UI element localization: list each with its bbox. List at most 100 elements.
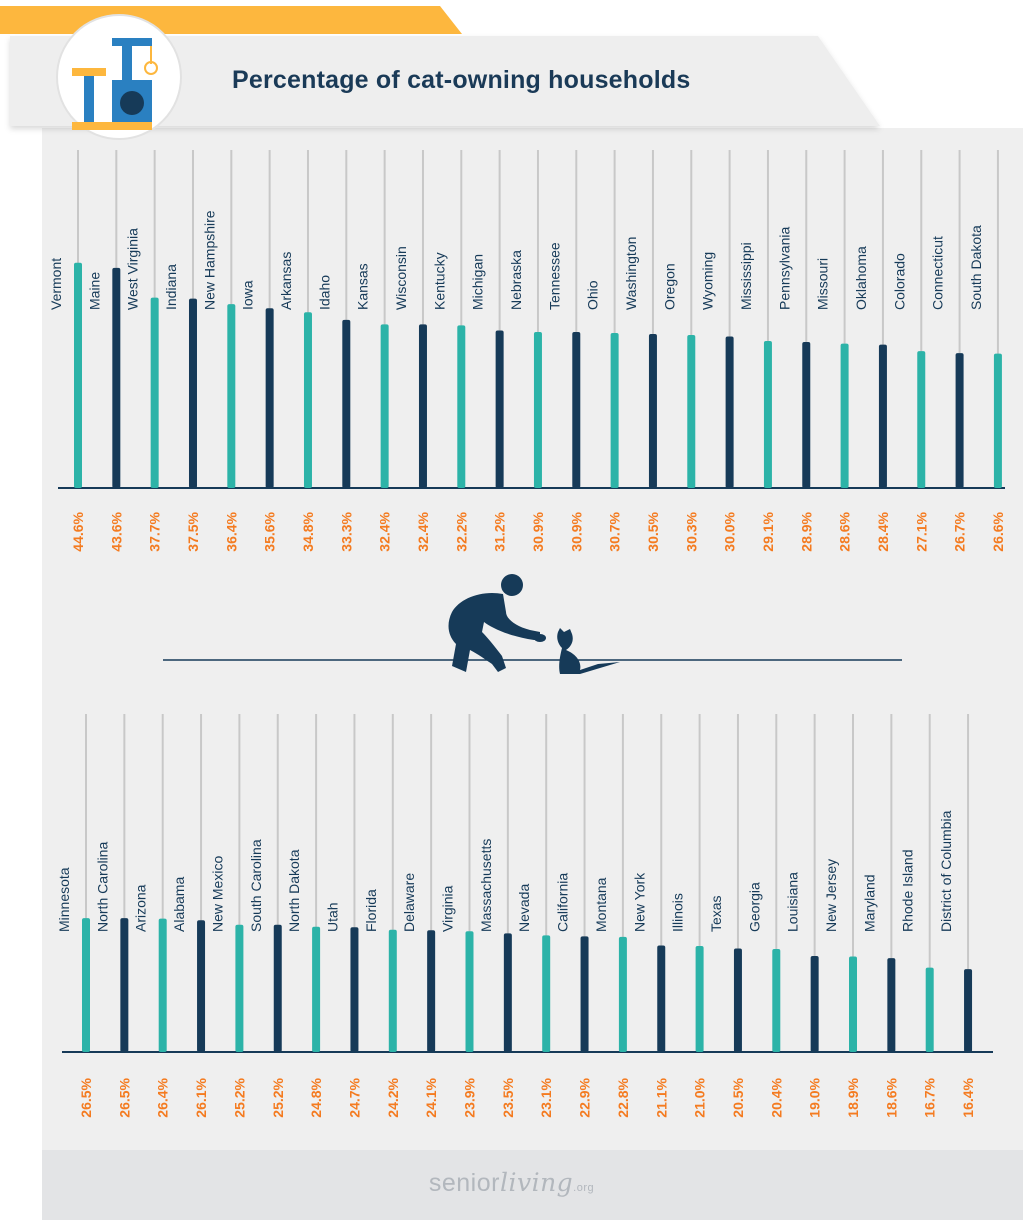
category-label: Texas [708,895,724,932]
bar [350,927,359,1052]
value-label: 25.2% [231,1077,247,1117]
bar [503,933,512,1052]
category-label: Florida [363,889,379,932]
value-label: 22.9% [577,1077,593,1117]
bar [418,324,427,488]
value-label: 23.9% [462,1077,478,1117]
category-label: South Dakota [968,225,984,310]
category-label: Wisconsin [393,246,409,310]
category-label: Montana [593,877,609,932]
category-label: Michigan [470,254,486,310]
value-label: 26.6% [990,511,1006,551]
category-label: Arkansas [278,252,294,310]
bar [648,333,657,488]
value-label: 30.5% [645,511,661,551]
category-label: Delaware [401,873,417,932]
category-label: Missouri [815,258,831,310]
bar [427,930,436,1052]
bar [849,956,857,1052]
page-title: Percentage of cat-owning households [232,66,691,94]
category-label: Mississippi [738,242,754,310]
bar [925,967,934,1052]
bar [312,926,321,1052]
value-label: 43.6% [108,511,124,551]
value-label: 37.5% [185,511,201,551]
category-label: New Hampshire [201,210,217,310]
value-label: 36.4% [223,511,239,551]
category-label: Pennsylvania [776,227,792,310]
bar [82,918,90,1052]
value-label: 28.4% [875,511,891,551]
category-label: Oregon [661,263,677,310]
category-label: Minnesota [56,867,72,932]
bar [772,948,781,1052]
category-label: Alabama [171,877,187,932]
bar [457,325,466,488]
bar [112,267,121,488]
value-label: 19.0% [807,1077,823,1117]
value-label: 30.9% [530,511,546,551]
bar [802,342,811,488]
footer-bar [42,1150,1023,1220]
bar [733,948,742,1052]
category-label: California [555,873,571,932]
value-label: 26.5% [116,1077,132,1117]
category-label: New York [631,872,647,932]
category-label: Kentucky [431,252,447,310]
cat-tree-icon [56,14,182,140]
bar [964,969,973,1052]
category-label: Ohio [585,280,601,310]
value-label: 24.8% [308,1077,324,1117]
bar [878,344,887,488]
value-label: 24.7% [346,1077,362,1117]
bar [917,351,926,488]
value-label: 21.1% [653,1077,669,1117]
category-label: Louisiana [785,872,801,932]
seniorliving-logo: seniorliving.org [0,1168,1023,1198]
category-label: South Carolina [248,839,264,932]
logo-prefix: senior [428,1169,500,1197]
logo-suffix: .org [573,1182,595,1194]
value-label: 16.7% [922,1077,938,1117]
category-label: Nevada [516,884,532,932]
bar [810,956,819,1052]
bar [580,936,589,1052]
bar [840,343,849,488]
bar [235,924,244,1052]
value-label: 18.9% [845,1077,861,1117]
category-label: Wyoming [700,252,716,310]
bar [955,353,964,488]
bar [197,920,206,1052]
bar [725,336,734,488]
value-label: 23.5% [500,1077,516,1117]
category-label: Kansas [355,263,371,310]
bar [618,936,627,1052]
bar [265,308,274,488]
category-label: Indiana [163,264,179,310]
value-label: 26.7% [952,511,968,551]
person-petting-cat-icon [448,574,620,674]
value-label: 25.2% [270,1077,286,1117]
category-label: Arizona [133,884,149,932]
category-label: Illinois [670,893,686,932]
bar [993,353,1002,488]
value-label: 22.8% [615,1077,631,1117]
category-label: Connecticut [930,236,946,310]
bar [763,341,772,488]
category-label: Tennessee [546,242,562,310]
bar [887,958,896,1052]
category-label: North Dakota [286,849,302,932]
category-label: North Carolina [94,842,110,932]
category-label: Oklahoma [853,246,869,310]
category-label: Massachusetts [478,839,494,932]
value-label: 16.4% [960,1077,976,1117]
value-label: 34.8% [300,511,316,551]
banner-ribbon [10,36,880,126]
logo-script: living [499,1168,574,1197]
value-label: 31.2% [492,511,508,551]
bar [120,918,129,1052]
value-label: 29.1% [760,511,776,551]
bar [533,331,542,488]
value-label: 21.0% [692,1077,708,1117]
bar [342,319,351,488]
